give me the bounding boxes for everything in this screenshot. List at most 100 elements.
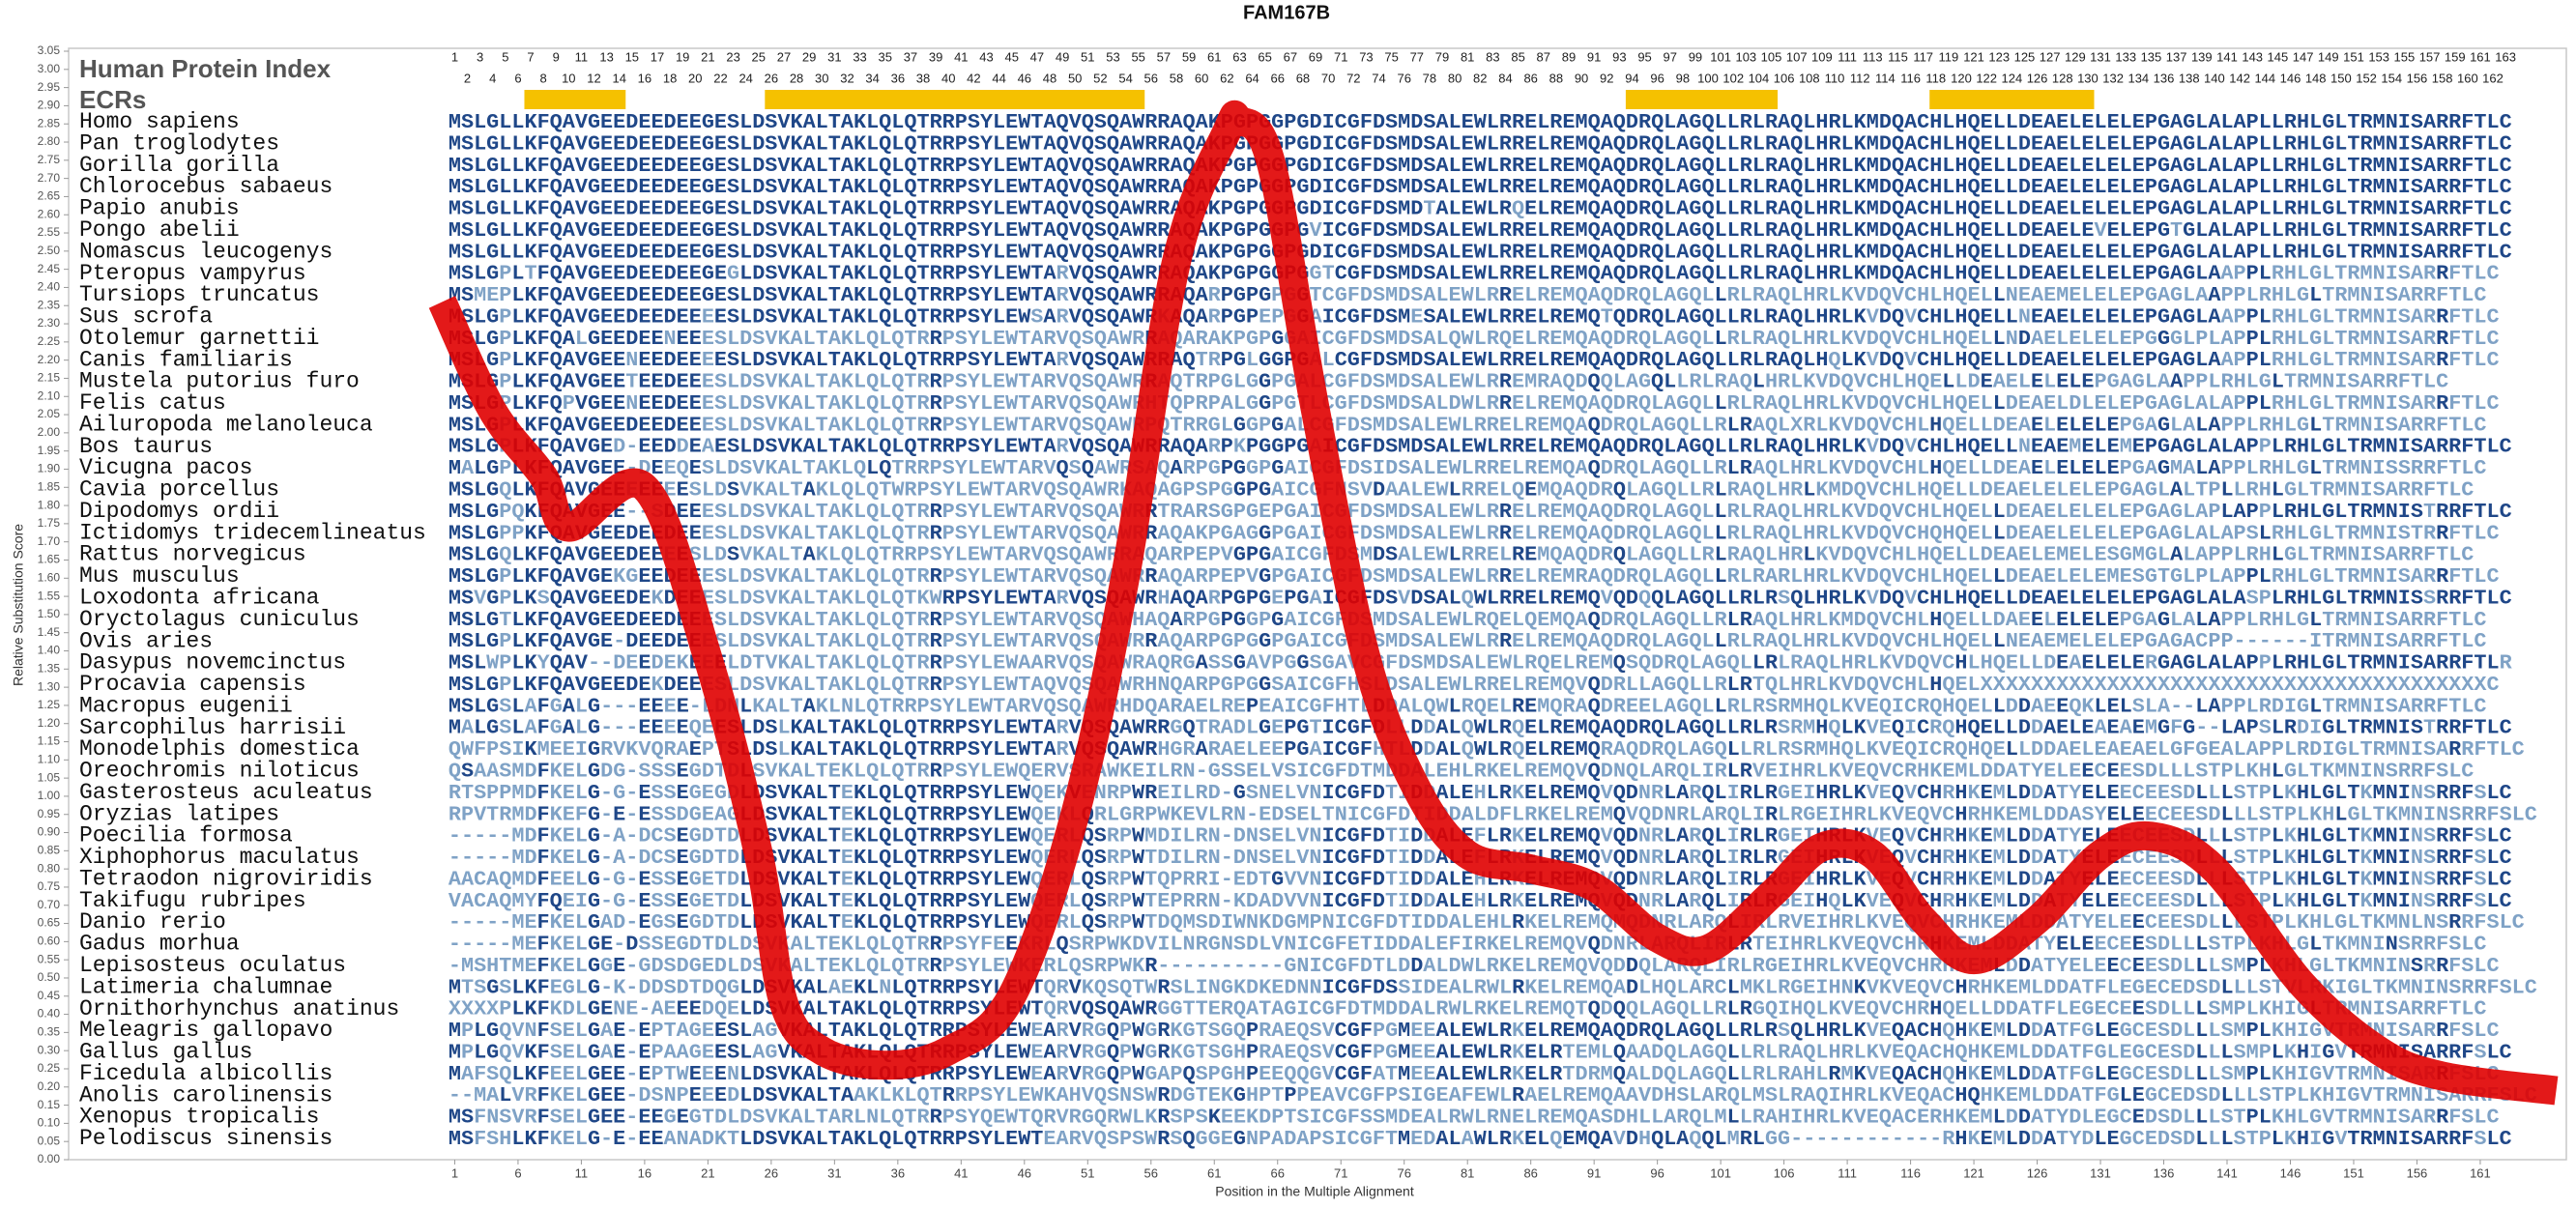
residue-run: Q bbox=[1107, 1063, 1119, 1085]
residue-run: Q bbox=[1082, 458, 1094, 480]
residue-run: E bbox=[2132, 912, 2145, 935]
position-number: 143 bbox=[2242, 49, 2263, 64]
residue-run: -MSHTME bbox=[449, 955, 537, 977]
residue-run: TY bbox=[2056, 825, 2082, 848]
sequence: RTSPPMD FKELG-G-ESSEGEGDLDSVKALT EKLQLQTRR… bbox=[449, 782, 2512, 804]
residue-run: PSYLEWTARVQSQAWR bbox=[942, 501, 1145, 523]
residue-run: LK bbox=[1840, 717, 1867, 739]
species-name: Xenopus tropicalis bbox=[79, 1105, 319, 1130]
residue-run: F bbox=[537, 804, 550, 826]
residue-run: E bbox=[638, 1042, 651, 1064]
residue-run: KDL bbox=[550, 998, 588, 1021]
residue-run: L bbox=[2195, 998, 2208, 1021]
position-number: 97 bbox=[1664, 49, 1677, 64]
residue-run: RE bbox=[1512, 544, 1537, 566]
x-tick-label: 6 bbox=[514, 1165, 521, 1180]
residue-run: A bbox=[2094, 717, 2107, 739]
residue-run: AD- bbox=[600, 912, 638, 935]
residue-run: L bbox=[1715, 393, 1727, 416]
x-tick-label: 31 bbox=[827, 1165, 841, 1180]
position-number: 124 bbox=[2002, 71, 2023, 85]
residue-run: EE bbox=[638, 717, 663, 739]
residue-run: A bbox=[2043, 1063, 2057, 1085]
residue-run: ALEWLR bbox=[1435, 1063, 1512, 1085]
residue-run: Q bbox=[1107, 1042, 1119, 1064]
position-number: 117 bbox=[1913, 49, 1933, 64]
residue-run: GCESDL bbox=[2120, 1063, 2196, 1085]
residue-run: PGPG bbox=[1221, 285, 1271, 307]
residue-run: SMPLKHIG bbox=[2208, 998, 2309, 1021]
residue-run: T bbox=[1309, 717, 1321, 739]
residue-run: LKFQAVGEEDE bbox=[511, 675, 651, 697]
residue-run: HLGLT bbox=[2297, 869, 2359, 891]
residue-run: LR bbox=[2272, 717, 2298, 739]
residue-run: PG bbox=[1284, 588, 1309, 610]
residue-run: MDILRN-DNSELVN bbox=[1144, 825, 1321, 848]
residue-run: W bbox=[1132, 1021, 1145, 1043]
position-number: 11 bbox=[575, 49, 589, 64]
residue-run: ALEWLR bbox=[1435, 198, 1512, 220]
residue-run: ELREMQAQDRQLAGQLLRLR bbox=[1524, 717, 1778, 739]
residue-run: R bbox=[1499, 523, 1513, 545]
species-name: Takifugu rubripes bbox=[79, 888, 306, 913]
residue-run: WP bbox=[486, 652, 511, 675]
residue-run: E bbox=[2031, 371, 2043, 393]
residue-run: ESLDSVKALTAKLQLQTRRPSYLEWTA bbox=[714, 436, 1056, 458]
residue-run: RAQLHR bbox=[1727, 479, 1804, 502]
residue-run: AL bbox=[1436, 739, 1462, 762]
residue-run: RLGRPWKEVLRN-EDSELTNICGFDTIDDALDFLRKELRE… bbox=[1094, 804, 1613, 826]
species-name: Sarcophilus harrisii bbox=[79, 715, 346, 740]
residue-run: E bbox=[638, 912, 651, 935]
residue-run: H bbox=[1815, 890, 1828, 912]
residue-run: DALQW bbox=[1385, 696, 1449, 718]
residue-run: PGGPG bbox=[1246, 436, 1309, 458]
residue-run: G bbox=[1259, 717, 1271, 739]
residue-run: G bbox=[1144, 1021, 1157, 1043]
residue-run: E bbox=[613, 1129, 625, 1151]
position-number: 49 bbox=[1056, 49, 1069, 64]
residue-run: ICGFDSMDSALEWLRRELREMQAQDRQLAGQLLRLRAQLH… bbox=[1322, 219, 2095, 242]
y-tick-label: 1.15 bbox=[38, 734, 61, 748]
residue-run: G bbox=[2157, 609, 2170, 631]
residue-run: K bbox=[1967, 1129, 1981, 1151]
residue-run: M bbox=[449, 1042, 461, 1064]
residue-run: MNI bbox=[2373, 782, 2411, 804]
residue-run: A bbox=[2170, 479, 2184, 502]
residue-run: K bbox=[1967, 869, 1981, 891]
plot-frame bbox=[68, 47, 2567, 1161]
y-tick-label: 1.25 bbox=[38, 698, 61, 711]
residue-run: QV bbox=[499, 1042, 525, 1064]
residue-run: E bbox=[1271, 588, 1284, 610]
residue-run: K bbox=[1208, 1107, 1222, 1129]
residue-run: HQELLD bbox=[1954, 717, 2031, 739]
position-number: 105 bbox=[1761, 49, 1782, 64]
residue-run: R bbox=[2436, 263, 2449, 285]
residue-run: MNI bbox=[2373, 825, 2411, 848]
residue-run: PG bbox=[1221, 609, 1246, 631]
residue-run: E bbox=[677, 912, 689, 935]
residue-run: AFSQ bbox=[461, 1063, 511, 1085]
residue-run: L bbox=[2195, 1042, 2208, 1064]
residue-run: KLQLQTWRPSYLEWTARVQSQAWRKAQAGPSPG bbox=[816, 479, 1233, 502]
residue-run: QR bbox=[1043, 998, 1069, 1021]
residue-run: Q bbox=[1182, 1129, 1195, 1151]
position-number: 92 bbox=[1600, 71, 1613, 85]
residue-run: AE bbox=[828, 977, 854, 999]
residue-run: HLGLT bbox=[2297, 825, 2359, 848]
sequence: MSVGPLKSQAVGEEDE KDEEESLDSVKALTAKLQLQTKW R… bbox=[449, 588, 2512, 610]
residue-run: I bbox=[1727, 782, 1740, 804]
residue-run: R bbox=[1056, 306, 1070, 329]
residue-run: AQARPEPV bbox=[1157, 566, 1259, 589]
residue-run: ELE bbox=[2081, 436, 2119, 458]
y-tick-label: 2.90 bbox=[38, 99, 61, 112]
residue-run: GLTRMNIS bbox=[2322, 717, 2423, 739]
residue-run: LC bbox=[2486, 782, 2512, 804]
residue-run: DEAELELELEPGAGLALAPS bbox=[2006, 523, 2259, 545]
position-number: 37 bbox=[904, 49, 917, 64]
position-number: 42 bbox=[967, 71, 980, 85]
residue-run: STP bbox=[2234, 825, 2272, 848]
residue-run: KLQLQTRRPSYLEW bbox=[854, 912, 1031, 935]
residue-run: M bbox=[1993, 825, 2006, 848]
y-tick-label: 2.50 bbox=[38, 244, 61, 257]
residue-run: LAGQLLR bbox=[1626, 479, 1715, 502]
